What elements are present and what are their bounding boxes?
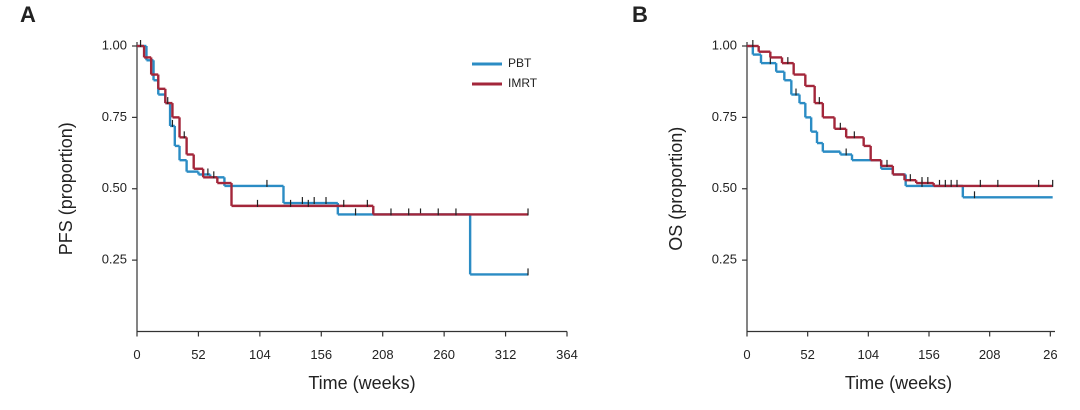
x-tick-label: 0 <box>133 347 140 362</box>
x-tick-label: 364 <box>556 347 578 362</box>
x-tick-label: 208 <box>372 347 394 362</box>
y-tick-label: 1.00 <box>102 37 127 52</box>
x-tick-label: 104 <box>249 347 271 362</box>
x-tick-label: 312 <box>495 347 517 362</box>
panel-label: B <box>632 2 648 27</box>
y-axis-label: OS (proportion) <box>666 127 686 251</box>
y-axis-label: PFS (proportion) <box>56 122 76 255</box>
y-tick-label: 0.50 <box>712 180 737 195</box>
x-tick-label: 156 <box>310 347 332 362</box>
x-tick-label: 104 <box>857 347 879 362</box>
x-tick-label: 52 <box>800 347 814 362</box>
y-tick-label: 0.50 <box>102 180 127 195</box>
legend-label: IMRT <box>508 76 538 90</box>
x-tick-label: 156 <box>918 347 940 362</box>
x-tick-label: 52 <box>191 347 205 362</box>
x-axis-label: Time (weeks) <box>308 373 415 393</box>
x-tick-label: 0 <box>743 347 750 362</box>
x-axis-label: Time (weeks) <box>845 373 952 393</box>
legend-label: PBT <box>508 56 532 70</box>
y-tick-label: 0.75 <box>712 109 737 124</box>
y-tick-label: 0.25 <box>712 252 737 267</box>
x-tick-label: 208 <box>979 347 1001 362</box>
y-tick-label: 0.75 <box>102 109 127 124</box>
y-tick-label: 0.25 <box>102 252 127 267</box>
x-tick-label: 26 <box>1043 347 1057 362</box>
y-tick-label: 1.00 <box>712 37 737 52</box>
x-tick-label: 260 <box>433 347 455 362</box>
panel-label: A <box>20 2 36 27</box>
